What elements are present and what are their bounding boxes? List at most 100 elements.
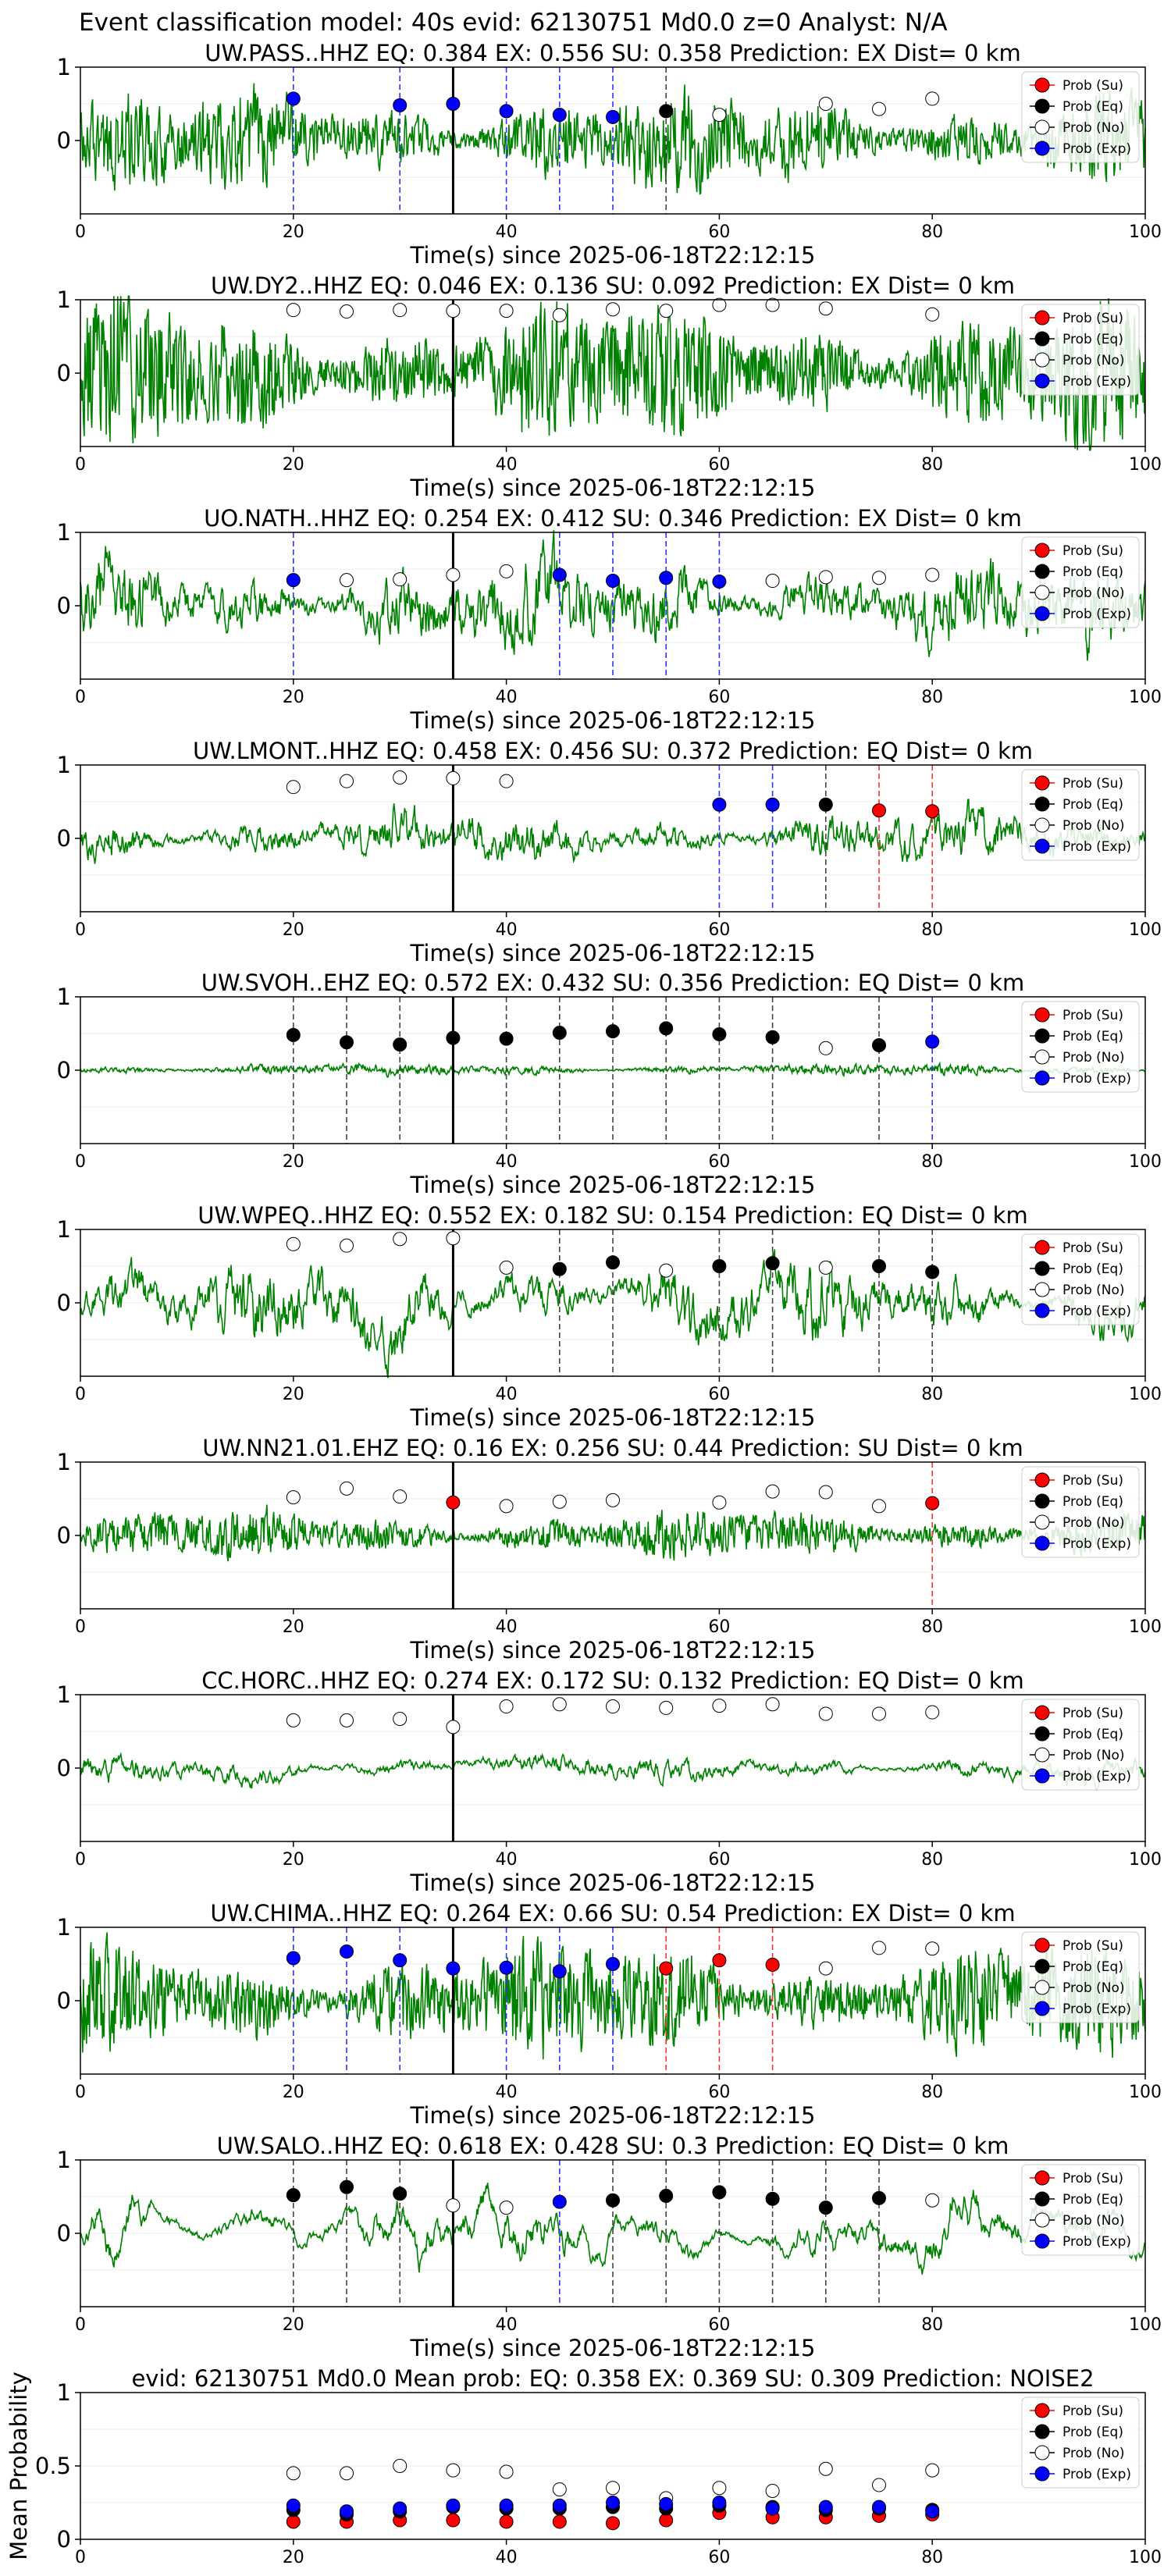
x-tick-label: 100: [1129, 1385, 1162, 1404]
legend-marker: [1034, 606, 1050, 621]
legend-marker: [1034, 1472, 1050, 1488]
prob-marker-no: [446, 770, 461, 785]
legend-label: Prob (Eq): [1062, 797, 1123, 813]
prob-marker-no: [286, 1236, 301, 1251]
mean-prob-marker-no: [340, 2466, 354, 2481]
prob-marker-eq: [286, 2188, 301, 2203]
x-tick-label: 20: [283, 2315, 304, 2335]
prob-marker-exp: [552, 1964, 567, 1979]
mean-prob-marker-su: [552, 2514, 567, 2529]
panel-title: UW.CHIMA..HHZ EQ: 0.264 EX: 0.66 SU: 0.5…: [210, 1900, 1015, 1927]
x-tick-label: 60: [708, 1850, 730, 1870]
prob-marker-exp: [552, 2194, 567, 2209]
legend-box: [1021, 304, 1140, 396]
panel-title: UO.NATH..HHZ EQ: 0.254 EX: 0.412 SU: 0.3…: [204, 505, 1022, 532]
x-tick-label: 80: [921, 1850, 943, 1870]
y-tick-label: 1: [57, 1681, 71, 1708]
mean-prob-marker-no: [393, 2459, 408, 2473]
y-tick-label: 0: [57, 1057, 71, 1083]
prob-marker-no: [818, 97, 833, 111]
legend-marker: [1034, 1070, 1050, 1086]
x-tick-label: 40: [496, 1385, 518, 1404]
prob-marker-no: [606, 1699, 620, 1714]
x-tick-label: 0: [75, 920, 86, 940]
waveform-trace: [80, 295, 1146, 451]
prob-marker-no: [872, 1706, 886, 1721]
legend-label: Prob (Su): [1062, 2403, 1123, 2419]
legend-label: Prob (Su): [1062, 1473, 1123, 1489]
x-tick-label: 60: [708, 1152, 730, 1172]
x-tick-label: 40: [496, 1152, 518, 1172]
mean-prob-marker-su: [499, 2514, 514, 2529]
prob-marker-eq: [712, 2185, 727, 2200]
prob-marker-eq: [552, 1026, 567, 1041]
prob-marker-eq: [499, 1031, 514, 1046]
prob-marker-eq: [340, 2179, 354, 2194]
prob-marker-no: [393, 303, 408, 318]
legend-box: [1021, 1001, 1140, 1093]
legend-marker: [1034, 2466, 1050, 2482]
legend-label: Prob (Exp): [1062, 1304, 1131, 1319]
prob-marker-eq: [818, 2201, 833, 2215]
mean-prob-marker-exp: [499, 2498, 514, 2513]
prob-marker-no: [499, 304, 514, 318]
legend-label: Prob (Exp): [1062, 1071, 1131, 1087]
legend-marker: [1034, 2403, 1050, 2418]
prob-marker-eq: [872, 2190, 886, 2205]
x-tick-label: 100: [1129, 222, 1162, 242]
legend-label: Prob (Exp): [1062, 2234, 1131, 2250]
legend-label: Prob (Eq): [1062, 332, 1123, 347]
prob-marker-no: [818, 1041, 833, 1055]
prob-marker-exp: [606, 574, 620, 589]
figure-header: Event classification model: 40s evid: 62…: [79, 9, 948, 37]
legend-label: Prob (No): [1062, 1515, 1125, 1531]
x-tick-label: 20: [283, 1152, 304, 1172]
prob-marker-no: [446, 1231, 461, 1246]
prob-marker-no: [925, 2193, 940, 2208]
x-tick-label: 20: [283, 1617, 304, 1637]
x-tick-label: 40: [496, 2548, 518, 2567]
legend-label: Prob (Exp): [1062, 1536, 1131, 1552]
x-tick-label: 100: [1129, 2083, 1162, 2102]
legend-box: [1021, 769, 1140, 861]
prob-marker-no: [765, 1697, 780, 1712]
y-tick-label: 0: [57, 1522, 71, 1549]
mean-prob-marker-exp: [606, 2496, 620, 2510]
prob-marker-no: [818, 301, 833, 316]
x-tick-label: 40: [496, 455, 518, 475]
y-tick-label: 1: [57, 2147, 71, 2173]
prob-marker-no: [872, 1499, 886, 1514]
legend-marker: [1034, 2212, 1050, 2228]
legend-label: Prob (Su): [1062, 1706, 1123, 1721]
mean-prob-marker-su: [286, 2514, 301, 2529]
legend-box: [1021, 1233, 1140, 1325]
legend-label: Prob (Eq): [1062, 99, 1123, 115]
x-tick-label: 60: [708, 2548, 730, 2567]
mean-prob-marker-su: [606, 2516, 620, 2531]
legend-label: Prob (Eq): [1062, 564, 1123, 580]
legend-marker: [1034, 796, 1050, 812]
x-tick-label: 100: [1129, 2315, 1162, 2335]
prob-marker-no: [712, 108, 727, 123]
prob-marker-exp: [499, 1960, 514, 1975]
mean-prob-marker-exp: [286, 2498, 301, 2513]
prob-marker-no: [552, 1697, 567, 1712]
prob-marker-no: [446, 2198, 461, 2213]
mean-prob-marker-exp: [393, 2501, 408, 2516]
legend-label: Prob (No): [1062, 585, 1125, 601]
legend-label: Prob (Eq): [1062, 1261, 1123, 1277]
legend-box: [1021, 2164, 1140, 2256]
prob-marker-su: [925, 804, 940, 819]
prob-marker-no: [286, 780, 301, 795]
x-tick-label: 40: [496, 222, 518, 242]
prob-marker-eq: [659, 2189, 674, 2204]
legend-label: Prob (No): [1062, 818, 1125, 834]
prob-marker-no: [499, 564, 514, 578]
x-tick-label: 60: [708, 455, 730, 475]
mean-prob-marker-no: [818, 2461, 833, 2476]
prob-marker-eq: [765, 1030, 780, 1044]
prob-marker-no: [286, 1713, 301, 1727]
prob-marker-no: [925, 1941, 940, 1956]
prob-marker-no: [340, 1481, 354, 1496]
legend-label: Prob (Exp): [1062, 374, 1131, 390]
